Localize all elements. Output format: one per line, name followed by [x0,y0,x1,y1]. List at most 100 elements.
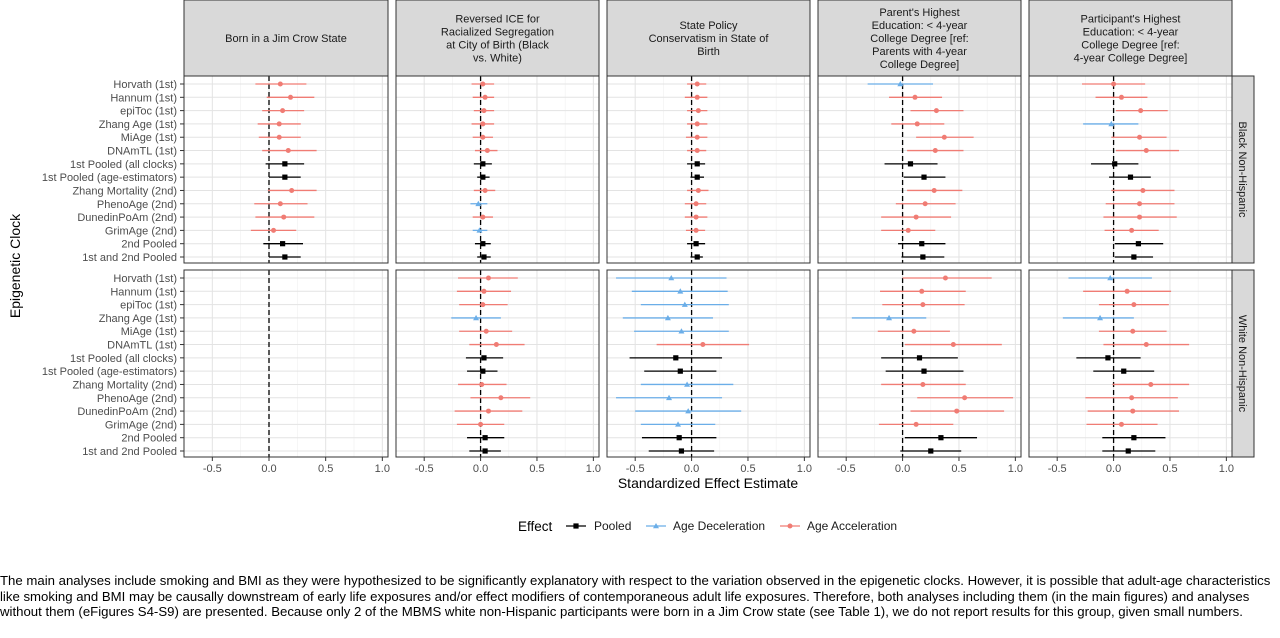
legend: Effect Pooled Age Deceleration Age Accelera… [518,519,897,534]
point-estimate-acceleration [950,342,956,348]
y-tick-label: DNAmTL (1st) [107,146,177,158]
point-estimate-pooled [481,254,487,260]
column-strip-label: Education: < 4-year [1083,27,1179,39]
y-tick-label: GrimAge (2nd) [105,225,177,237]
x-tick-label: 0.0 [1106,463,1121,475]
point-estimate-deceleration [664,314,671,321]
point-estimate-acceleration [911,328,917,334]
point-estimate-deceleration [897,81,904,87]
facet-panel [817,269,1022,458]
point-estimate-acceleration [276,134,282,140]
point-estimate-pooled [1127,174,1134,180]
column-strip-label: Reversed ICE for [455,14,540,26]
column-strip [1028,0,1233,77]
point-estimate-acceleration [479,381,485,387]
panel-border [183,75,389,264]
x-tick-label: 0.0 [261,463,276,475]
point-estimate-pooled [1105,355,1111,361]
forest-plot: Born in a Jim Crow State Reversed ICE for… [7,0,1255,534]
point-estimate-acceleration [276,121,282,127]
x-tick-label: 0.5 [951,463,966,475]
point-estimate-acceleration [484,148,490,154]
point-estimate-pooled [673,355,679,361]
point-estimate-pooled [694,161,700,167]
point-estimate-pooled [919,241,925,247]
point-estimate-acceleration [693,214,699,220]
point-estimate-pooled [1112,161,1118,167]
point-estimate-acceleration [480,134,486,140]
x-tick-label: -0.5 [203,463,222,475]
x-tick-label: -0.5 [415,463,434,475]
point-estimate-acceleration [280,108,286,114]
y-tick-label: Zhang Mortality (2nd) [72,185,177,197]
point-estimate-pooled [676,435,682,441]
point-estimate-acceleration [920,302,926,308]
point-estimate-pooled [282,254,288,260]
point-estimate-acceleration [1130,328,1136,334]
facet-panel [183,75,389,264]
x-tick-label: 1.0 [586,463,601,475]
facet-panel [606,269,811,458]
point-estimate-acceleration [485,408,491,414]
figure-footnote: The main analyses include smoking and BM… [0,573,1280,620]
point-estimate-acceleration [933,108,939,114]
panel-border [817,269,1022,458]
y-tick-label: Zhang Age (1st) [99,313,177,325]
column-strip-label: Birth [697,46,720,58]
point-estimate-acceleration [954,408,960,414]
point-estimate-acceleration [480,81,486,87]
y-tick-label: 1st Pooled (age-estimators) [42,172,177,184]
y-tick-label: DunedinPoAm (2nd) [77,406,177,418]
point-estimate-acceleration [483,328,489,334]
column-strip-label: Participant's Highest [1081,14,1181,26]
column-strip [606,0,811,77]
point-estimate-acceleration [478,421,484,427]
point-estimate-acceleration [905,227,911,233]
panel-background [396,76,599,263]
point-estimate-acceleration [480,302,486,308]
legend-key-square [573,523,579,529]
point-estimate-acceleration [480,121,486,127]
point-estimate-pooled [280,241,286,247]
point-estimate-acceleration [1130,408,1136,414]
point-estimate-acceleration [485,275,491,281]
point-estimate-deceleration [684,381,691,387]
point-estimate-acceleration [482,94,488,100]
point-estimate-acceleration [693,201,699,207]
point-estimate-acceleration [1111,81,1117,87]
point-estimate-acceleration [931,187,937,193]
y-tick-label: Horvath (1st) [113,79,177,91]
point-estimate-acceleration [498,395,504,401]
point-estimate-acceleration [694,94,700,100]
point-estimate-acceleration [694,148,700,154]
x-tick-label: 1.0 [797,463,812,475]
column-strip-label: College Degree] [880,59,960,71]
point-estimate-acceleration [277,201,283,207]
y-tick-label: 2nd Pooled [121,433,177,445]
y-tick-label: 1st Pooled (age-estimators) [42,366,177,378]
legend-title: Effect [518,519,553,534]
point-estimate-pooled [480,368,486,374]
point-estimate-acceleration [962,395,968,401]
point-estimate-pooled [482,435,488,441]
point-estimate-deceleration [677,288,684,294]
point-estimate-deceleration [886,314,893,321]
column-strip-label: 4-year College Degree] [1074,53,1188,65]
panel-border [817,75,1022,264]
column-strip [183,0,389,77]
point-estimate-acceleration [1143,148,1149,154]
panel-border [1028,269,1233,458]
point-estimate-acceleration [1138,108,1144,114]
legend-item-label: Age Deceleration [673,519,765,533]
legend-item-label: Age Acceleration [807,519,897,533]
column-strip-label: at City of Birth (Black [446,40,549,52]
legend-key-triangle [653,523,659,529]
y-tick-label: 1st Pooled (all clocks) [70,353,177,365]
panel-border [395,75,600,264]
panel-background [818,270,1021,457]
point-estimate-deceleration [476,227,483,233]
row-strip-label: Black Non-Hispanic [1236,122,1248,218]
point-estimate-pooled [480,161,486,167]
point-estimate-acceleration [922,201,928,207]
point-estimate-pooled [678,448,685,454]
